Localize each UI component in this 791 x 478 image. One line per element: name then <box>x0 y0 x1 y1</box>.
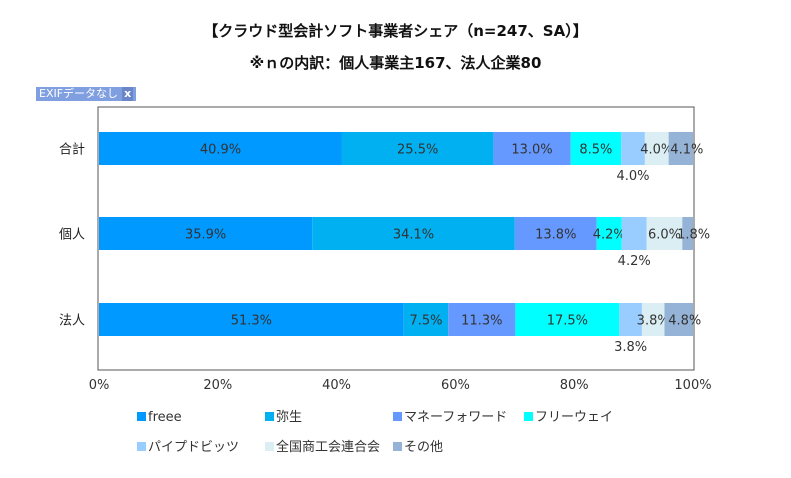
x-tick-label: 40% <box>322 378 351 393</box>
exif-badge: EXIFデータなし x <box>36 87 137 101</box>
bar-segment <box>514 217 597 250</box>
bar-segment <box>515 303 620 336</box>
exif-label: EXIFデータなし <box>39 87 119 100</box>
data-label: 11.3% <box>461 314 502 329</box>
chart-title: 【クラウド型会計ソフト事業者シェア（n=247、SA）】 <box>203 22 588 40</box>
chart-subtitle: ※ｎの内訳：個人事業主167、法人企業80 <box>249 54 542 72</box>
bar-segment <box>621 217 647 250</box>
bar-segment <box>99 303 404 336</box>
bar-segment <box>596 217 622 250</box>
data-label: 35.9% <box>185 228 226 243</box>
data-label: 4.2% <box>593 228 626 243</box>
data-label: 4.8% <box>668 314 701 329</box>
data-label: 17.5% <box>547 314 588 329</box>
bar-segment <box>493 132 571 165</box>
data-label: 40.9% <box>200 143 241 158</box>
bar-segment <box>664 303 693 336</box>
bar-segment <box>403 303 449 336</box>
legend-label: 全国商工会連合会 <box>276 439 380 455</box>
data-label: 4.0% <box>616 169 649 184</box>
legend-swatch <box>524 412 533 421</box>
bar-segment <box>621 132 645 165</box>
legend-swatch <box>137 442 146 451</box>
legend-label: マネーフォワード <box>404 410 507 425</box>
bar-segment <box>641 303 665 336</box>
legend-swatch <box>393 412 402 421</box>
legend-label: その他 <box>404 440 443 455</box>
legend-swatch <box>393 442 402 451</box>
legend-label: パイプドビッツ <box>148 440 239 455</box>
category-label: 個人 <box>59 228 85 243</box>
bar-segment <box>99 132 342 165</box>
bar-segment <box>682 217 693 250</box>
x-tick-label: 100% <box>674 378 711 393</box>
data-label: 8.5% <box>579 143 612 158</box>
legend-swatch <box>265 412 274 421</box>
data-label: 13.8% <box>535 228 576 243</box>
data-label: 51.3% <box>231 314 272 329</box>
bar-segment <box>644 132 669 165</box>
bar-segment <box>312 217 515 250</box>
bar-segment <box>646 217 683 250</box>
data-label: 7.5% <box>409 314 442 329</box>
bar-segment <box>619 303 642 336</box>
plot-frame <box>97 106 695 371</box>
legend-label: 弥生 <box>276 409 302 425</box>
bar-segment <box>341 132 494 165</box>
data-label: 4.2% <box>618 254 651 269</box>
data-label: 1.8% <box>677 228 710 243</box>
close-icon[interactable]: x <box>122 87 134 101</box>
x-tick-label: 60% <box>441 378 470 393</box>
x-tick-label: 0% <box>89 378 110 393</box>
data-label: 25.5% <box>397 143 438 158</box>
legend-swatch <box>137 412 146 421</box>
bar-segment <box>99 217 313 250</box>
data-label: 3.8% <box>614 340 647 355</box>
bar-segment <box>570 132 622 165</box>
data-label: 13.0% <box>511 143 552 158</box>
data-label: 34.1% <box>393 228 434 243</box>
legend-swatch <box>265 442 274 451</box>
x-tick-label: 20% <box>203 378 232 393</box>
data-label: 6.0% <box>648 228 681 243</box>
bar-segment <box>668 132 693 165</box>
data-label: 4.1% <box>670 143 703 158</box>
x-tick-label: 80% <box>560 378 589 393</box>
bar-segment <box>448 303 516 336</box>
category-label: 合計 <box>59 142 85 158</box>
data-label: 4.0% <box>640 143 673 158</box>
legend-label: フリーウェイ <box>535 410 613 425</box>
category-label: 法人 <box>59 314 85 329</box>
data-label: 3.8% <box>637 314 670 329</box>
legend-label: freee <box>148 410 182 425</box>
